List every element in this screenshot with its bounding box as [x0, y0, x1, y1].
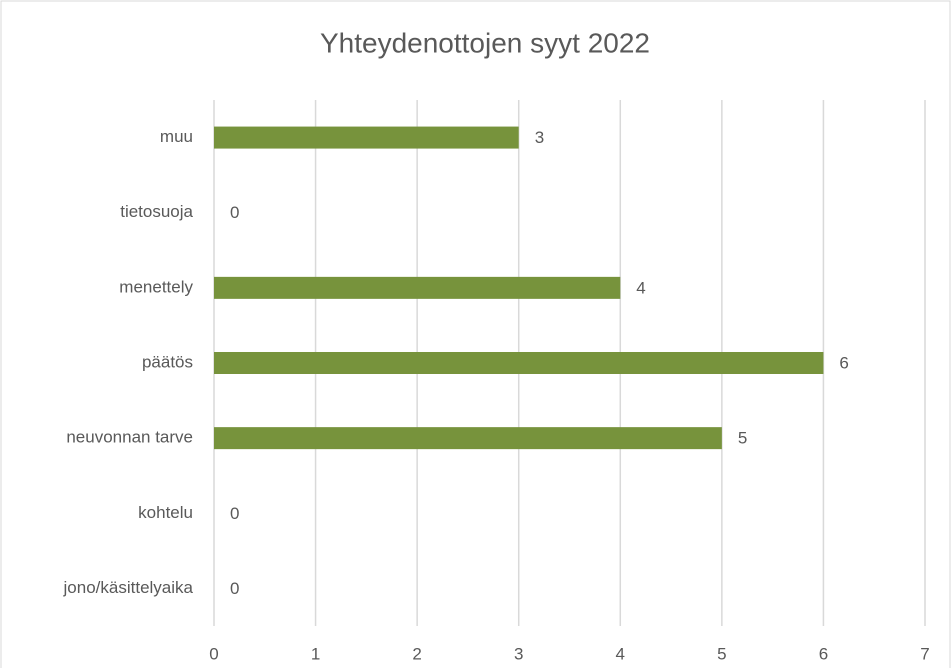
data-label: 0	[230, 504, 239, 523]
bar	[214, 427, 722, 450]
x-tick-label: 7	[920, 644, 929, 663]
bar	[214, 126, 519, 149]
data-label: 0	[230, 203, 239, 222]
data-label: 4	[636, 278, 645, 297]
data-label: 6	[839, 353, 848, 372]
data-label: 0	[230, 579, 239, 598]
y-tick-label: jono/käsittelyaika	[63, 578, 194, 597]
y-tick-label: muu	[160, 127, 193, 146]
y-tick-label: tietosuoja	[120, 202, 193, 221]
x-tick-label: 3	[514, 644, 523, 663]
x-tick-label: 2	[412, 644, 421, 663]
chart-title: Yhteydenottojen syyt 2022	[320, 27, 650, 58]
data-label: 3	[535, 128, 544, 147]
y-tick-label: päätös	[142, 352, 193, 371]
x-tick-label: 1	[311, 644, 320, 663]
bar	[214, 276, 621, 299]
y-tick-label: menettely	[119, 277, 193, 296]
x-tick-label: 0	[209, 644, 218, 663]
y-tick-label: neuvonnan tarve	[66, 428, 193, 447]
y-tick-label: kohtelu	[138, 503, 193, 522]
x-tick-label: 5	[717, 644, 726, 663]
x-tick-label: 4	[616, 644, 625, 663]
x-tick-label: 6	[819, 644, 828, 663]
bar	[214, 352, 824, 374]
data-label: 5	[738, 429, 747, 448]
